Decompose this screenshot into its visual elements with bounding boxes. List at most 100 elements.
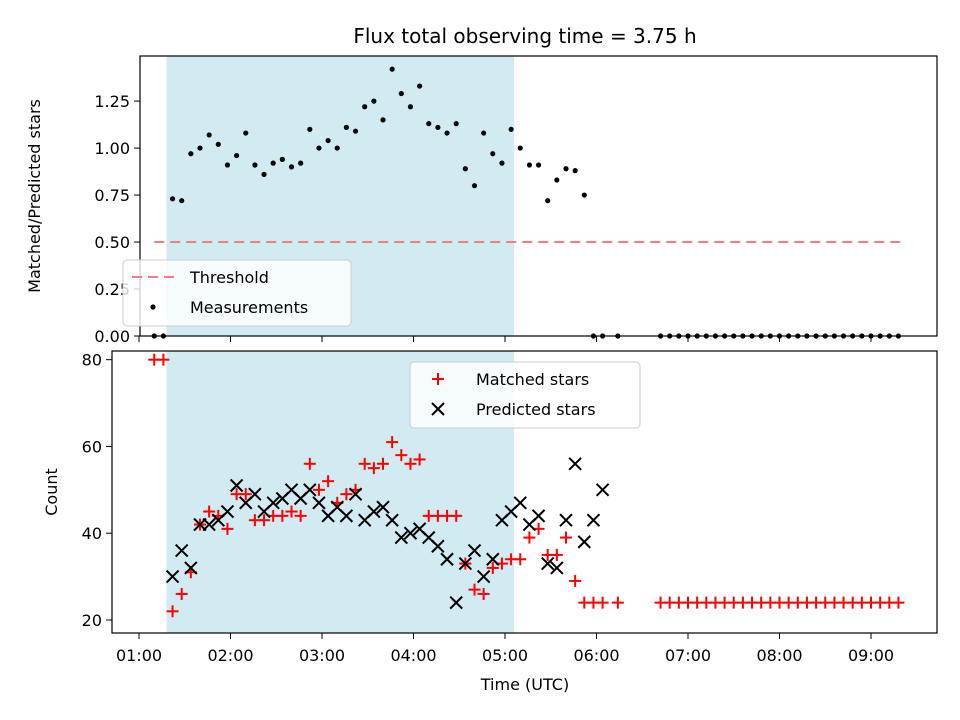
predicted-star-point (376, 500, 390, 514)
predicted-star-point (476, 569, 491, 584)
x-axis-label: Time (UTC) (480, 675, 569, 694)
predicted-star-point (540, 556, 555, 571)
measurement-point (234, 152, 240, 159)
top-legend: Threshold Measurements (122, 259, 352, 327)
bottom-y-tick-label: 80 (82, 351, 102, 370)
predicted-star-point (266, 496, 280, 510)
measurement-point (453, 121, 459, 127)
matched-star-point (486, 561, 499, 574)
matched-star-point (550, 548, 563, 561)
measurement-point (169, 196, 176, 202)
predicted-star-point (394, 530, 409, 545)
top-y-tick-label: 1.25 (94, 92, 130, 111)
matched-star-point (450, 509, 463, 522)
measurement-point (252, 162, 258, 168)
predicted-star-point (165, 569, 180, 584)
measurement-point (508, 126, 514, 132)
bottom-y-axis-label: Count (42, 468, 61, 516)
bottom-x-tick-label: 01:00 (116, 646, 162, 665)
measurement-point (435, 124, 441, 131)
bottom-x-tick-label: 06:00 (573, 646, 619, 665)
predicted-star-point (586, 513, 601, 527)
measurement-point (517, 145, 523, 151)
measurement-point (481, 130, 487, 136)
predicted-star-point (339, 509, 354, 523)
matched-star-point (395, 449, 408, 462)
matched-star-point (303, 457, 316, 470)
measurement-point (352, 128, 359, 134)
predicted-star-point (385, 513, 399, 527)
predicted-star-point (513, 496, 527, 510)
top-y-axis-label: Matched/Predicted stars (25, 99, 44, 293)
matched-star-point (377, 457, 389, 470)
matched-star-point (611, 596, 624, 609)
predicted-star-point (467, 543, 482, 558)
predicted-star-point (184, 561, 198, 575)
bottom-x-tick-label: 03:00 (299, 646, 345, 665)
measurement-point (179, 198, 185, 204)
measurement-point (188, 151, 194, 157)
matched-star-point (340, 488, 353, 501)
measurement-point (499, 160, 505, 166)
bottom-y-tick-label: 20 (82, 611, 102, 630)
top-y-axis-ticks: 0.00 0.25 0.50 0.75 1.00 1.25 (94, 92, 140, 346)
predicted-star-point (440, 552, 454, 566)
bottom-x-axis-ticks: 01:00 02:00 03:00 04:00 05:00 06:00 07:00 08:00… (116, 633, 894, 665)
predicted-star-point (449, 595, 463, 610)
measurement-point (343, 124, 349, 131)
measurement-point (307, 126, 313, 132)
bottom-x-tick-label: 09:00 (848, 646, 894, 665)
matched-star-point (569, 574, 582, 587)
predicted-star-point (431, 539, 445, 553)
matched-star-point (404, 457, 417, 470)
predicted-star-point (568, 457, 582, 471)
measurement-point (279, 156, 285, 162)
predicted-star-point (559, 513, 573, 527)
bottom-y-tick-label: 60 (82, 437, 102, 456)
matched-star-point (322, 475, 335, 488)
measurement-point (197, 145, 203, 151)
matched-star-point (276, 509, 289, 522)
measurement-point (243, 130, 249, 136)
measurement-point (407, 104, 414, 110)
matched-star-point (477, 587, 490, 600)
top-panel: 0.00 0.25 0.50 0.75 1.00 1.25 Matched/Predict… (25, 55, 938, 346)
measurement-point (371, 98, 377, 104)
bottom-x-tick-label: 04:00 (390, 646, 436, 665)
measurement-point (380, 117, 386, 123)
predicted-star-point (458, 556, 473, 571)
measurement-point (490, 151, 496, 157)
top-legend-box (122, 259, 352, 327)
predicted-star-point (174, 543, 189, 558)
measurement-point (471, 183, 478, 189)
measurement-point (215, 141, 221, 147)
measurement-point (224, 162, 231, 168)
predicted-star-point (202, 517, 216, 532)
top-y-tick-label: 0.50 (94, 233, 130, 252)
matched-star-point (157, 353, 170, 366)
measurement-point (563, 166, 569, 172)
bottom-legend-box (409, 361, 641, 429)
predicted-star-point (550, 561, 564, 575)
matched-star-point (221, 522, 234, 535)
bottom-y-axis-ticks: 20 40 60 80 (82, 351, 112, 630)
predicted-star-point (531, 509, 546, 523)
matched-star-point (892, 596, 905, 609)
bottom-x-tick-label: 08:00 (756, 646, 802, 665)
legend-predicted-label: Predicted stars (476, 400, 596, 419)
predicted-star-point (403, 526, 418, 540)
legend-measurements-label: Measurements (190, 298, 308, 317)
measurement-point (581, 192, 587, 198)
matched-star-point (523, 531, 536, 544)
predicted-star-point (303, 483, 317, 497)
measurement-point (398, 90, 404, 97)
legend-measurements-swatch (150, 304, 156, 310)
measurement-point (545, 198, 551, 204)
matched-star-point (175, 587, 188, 600)
matched-star-point (285, 505, 298, 518)
measurement-point (316, 145, 322, 151)
measurement-point (298, 160, 304, 166)
bottom-x-tick-label: 05:00 (482, 646, 528, 665)
